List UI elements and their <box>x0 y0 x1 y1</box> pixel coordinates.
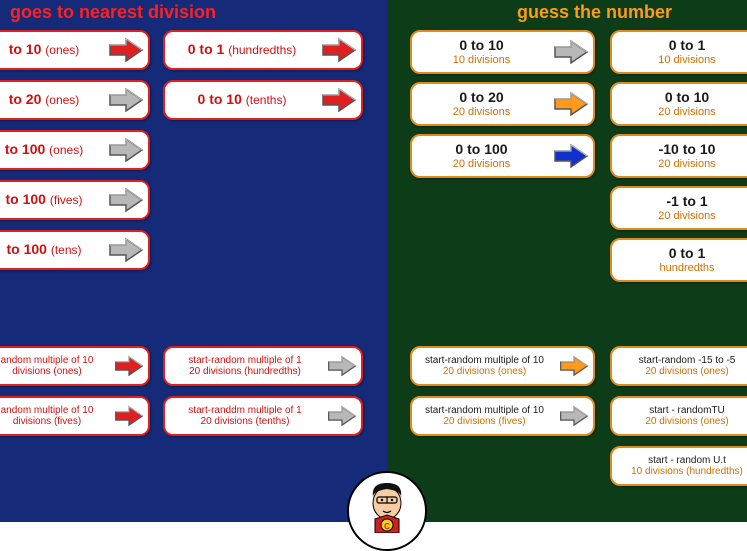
right2-btn-2[interactable]: -10 to 1020 divisions <box>610 134 747 178</box>
btn-label: to 20 (ones) <box>9 91 80 107</box>
arrow-icon <box>114 405 144 427</box>
arrow-icon <box>559 405 589 427</box>
arrow-icon <box>114 355 144 377</box>
rightb2-btn-2[interactable]: start - random U.t10 divisions (hundredt… <box>610 446 747 486</box>
btn-l1: start-random multiple of 10 <box>416 355 553 366</box>
btn-l2: 10 divisions (hundredths) <box>616 466 747 477</box>
leftb2-btn-1[interactable]: start-randdm multiple of 120 divisions (… <box>163 396 363 436</box>
btn-label: 0 to 10 (tenths) <box>198 91 287 107</box>
left2-btn-1[interactable]: 0 to 10 (tenths) <box>163 80 363 120</box>
btn-l2: 20 divisions (hundredths) <box>169 366 321 377</box>
leftb1-btn-1[interactable]: andom multiple of 10 divisions (fives) <box>0 396 150 436</box>
left-btn-1[interactable]: to 20 (ones) <box>0 80 150 120</box>
arrow-icon <box>321 87 357 113</box>
left-btn-0[interactable]: to 10 (ones) <box>0 30 150 70</box>
btn-main: 0 to 10 <box>616 90 747 105</box>
btn-sub: hundredths <box>616 262 747 274</box>
btn-label: 0 to 1 (hundredths) <box>188 41 297 57</box>
btn-sub: 20 divisions <box>616 106 747 118</box>
right2-btn-4[interactable]: 0 to 1hundredths <box>610 238 747 282</box>
right2-btn-0[interactable]: 0 to 110 divisions <box>610 30 747 74</box>
btn-sub: 10 divisions <box>616 54 747 66</box>
arrow-icon <box>321 37 357 63</box>
btn-sub: 20 divisions <box>616 210 747 222</box>
btn-l2: divisions (ones) <box>0 366 108 377</box>
btn-label: to 100 (tens) <box>6 241 81 257</box>
avatar-icon: C <box>357 473 417 533</box>
btn-main: 0 to 10 <box>416 38 547 53</box>
btn-l1: start-randdm multiple of 1 <box>169 405 321 416</box>
btn-sub: 20 divisions <box>416 158 547 170</box>
btn-l1: start - random U.t <box>616 455 747 466</box>
btn-l2: 20 divisions (tenths) <box>169 416 321 427</box>
left-btn-4[interactable]: to 100 (tens) <box>0 230 150 270</box>
leftb1-btn-0[interactable]: andom multiple of 10 divisions (ones) <box>0 346 150 386</box>
rightb2-btn-1[interactable]: start - randomTU20 divisions (ones) <box>610 396 747 436</box>
right-title: guess the number <box>517 2 672 23</box>
btn-main: 0 to 1 <box>616 246 747 261</box>
btn-l2: 20 divisions (fives) <box>416 416 553 427</box>
arrow-icon <box>553 39 589 65</box>
left-btn-3[interactable]: to 100 (fives) <box>0 180 150 220</box>
left2-btn-0[interactable]: 0 to 1 (hundredths) <box>163 30 363 70</box>
btn-l2: 20 divisions (ones) <box>416 366 553 377</box>
arrow-icon <box>327 355 357 377</box>
arrow-icon <box>108 187 144 213</box>
btn-label: to 10 (ones) <box>9 41 80 57</box>
right2-btn-1[interactable]: 0 to 1020 divisions <box>610 82 747 126</box>
avatar[interactable]: C <box>347 471 427 551</box>
svg-text:C: C <box>384 522 390 531</box>
arrow-icon <box>327 405 357 427</box>
btn-main: 0 to 100 <box>416 142 547 157</box>
btn-label: to 100 (fives) <box>5 191 82 207</box>
btn-sub: 20 divisions <box>416 106 547 118</box>
leftb2-btn-0[interactable]: start-random multiple of 120 divisions (… <box>163 346 363 386</box>
btn-l1: start - randomTU <box>616 405 747 416</box>
btn-l1: start-random -15 to -5 <box>616 355 747 366</box>
btn-main: -10 to 10 <box>616 142 747 157</box>
arrow-icon <box>553 91 589 117</box>
btn-main: -1 to 1 <box>616 194 747 209</box>
right2-btn-3[interactable]: -1 to 120 divisions <box>610 186 747 230</box>
arrow-icon <box>108 237 144 263</box>
rightb2-btn-0[interactable]: start-random -15 to -520 divisions (ones… <box>610 346 747 386</box>
arrow-icon <box>108 87 144 113</box>
arrow-icon <box>553 143 589 169</box>
btn-sub: 10 divisions <box>416 54 547 66</box>
arrow-icon <box>108 137 144 163</box>
left-title: goes to nearest division <box>10 2 216 23</box>
right1-btn-0[interactable]: 0 to 1010 divisions <box>410 30 595 74</box>
btn-l2: 20 divisions (ones) <box>616 416 747 427</box>
rightb1-btn-0[interactable]: start-random multiple of 1020 divisions … <box>410 346 595 386</box>
right1-btn-1[interactable]: 0 to 2020 divisions <box>410 82 595 126</box>
arrow-icon <box>559 355 589 377</box>
btn-label: to 100 (ones) <box>5 141 83 157</box>
btn-l1: start-random multiple of 10 <box>416 405 553 416</box>
btn-sub: 20 divisions <box>616 158 747 170</box>
btn-main: 0 to 20 <box>416 90 547 105</box>
btn-l1: start-random multiple of 1 <box>169 355 321 366</box>
rightb1-btn-1[interactable]: start-random multiple of 1020 divisions … <box>410 396 595 436</box>
btn-l1: andom multiple of 10 <box>0 405 108 416</box>
btn-l2: divisions (fives) <box>0 416 108 427</box>
btn-main: 0 to 1 <box>616 38 747 53</box>
btn-l1: andom multiple of 10 <box>0 355 108 366</box>
btn-l2: 20 divisions (ones) <box>616 366 747 377</box>
right1-btn-2[interactable]: 0 to 10020 divisions <box>410 134 595 178</box>
left-btn-2[interactable]: to 100 (ones) <box>0 130 150 170</box>
arrow-icon <box>108 37 144 63</box>
